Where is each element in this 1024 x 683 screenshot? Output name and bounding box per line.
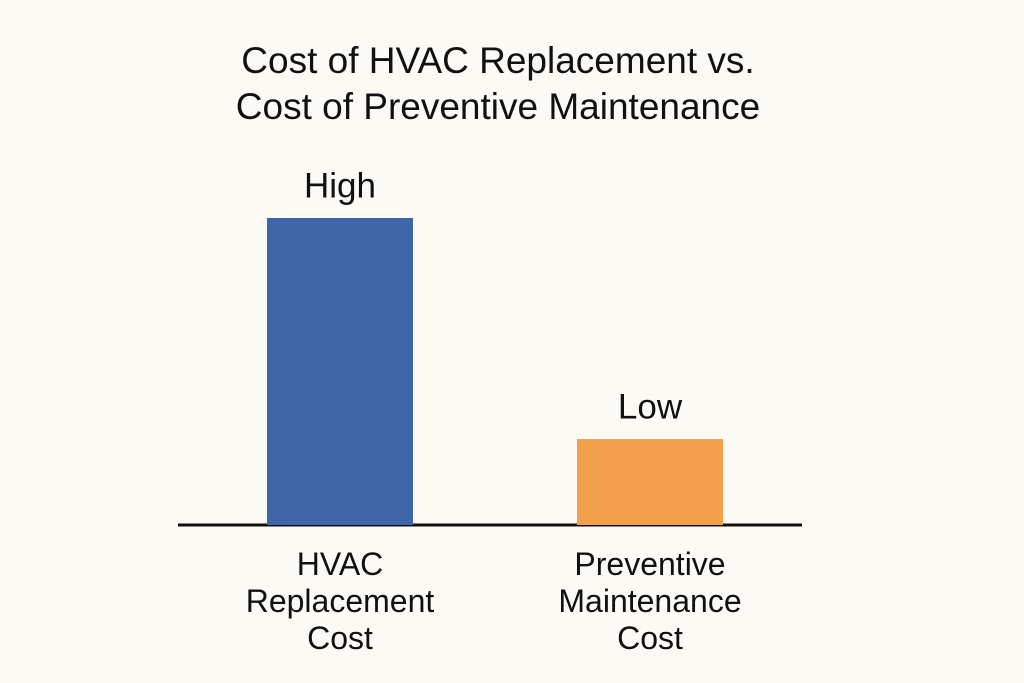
value-label: High: [304, 166, 376, 205]
value-label: Low: [618, 387, 683, 426]
chart-title: Cost of HVAC Replacement vs. Cost of Pre…: [235, 40, 761, 127]
x-tick-label: HVAC Replacement Cost: [245, 546, 435, 656]
bar: [577, 439, 723, 525]
bar: [267, 218, 413, 525]
x-tick-label: Preventive Maintenance Cost: [558, 546, 742, 656]
